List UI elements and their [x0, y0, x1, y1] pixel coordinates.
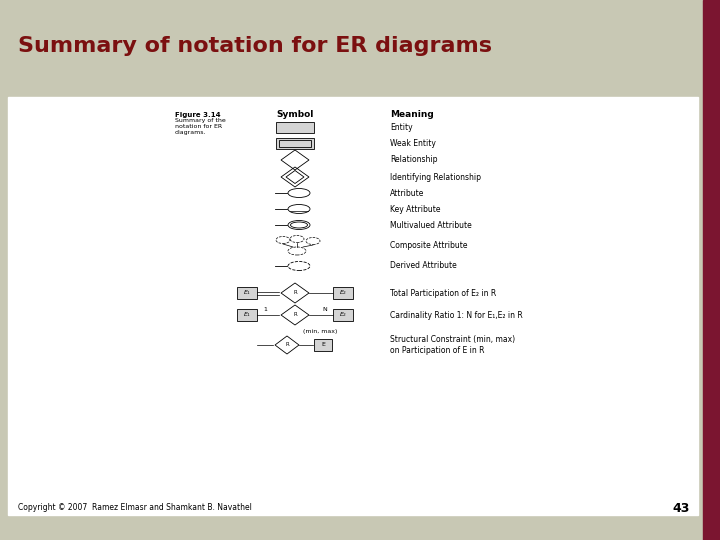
Text: (min, max): (min, max) [303, 329, 338, 334]
Text: $E_1$: $E_1$ [243, 288, 251, 298]
Text: Composite Attribute: Composite Attribute [390, 241, 467, 251]
Bar [276, 138, 314, 148]
Text: R: R [293, 313, 297, 318]
Text: Derived Attribute: Derived Attribute [390, 261, 456, 271]
Text: Copyright © 2007  Ramez Elmasr and Shamkant B. Navathel: Copyright © 2007 Ramez Elmasr and Shamka… [18, 503, 252, 512]
Bar [703, 0, 720, 540]
Bar [237, 287, 257, 299]
Text: N: N [323, 307, 328, 312]
Text: Weak Entity: Weak Entity [390, 138, 436, 147]
Text: 1: 1 [263, 307, 267, 312]
Bar [8, 97, 698, 515]
Text: Identifying Relationship: Identifying Relationship [390, 172, 481, 181]
Text: $E_2$: $E_2$ [339, 288, 347, 298]
Text: E: E [321, 342, 325, 348]
Text: Summary of notation for ER diagrams: Summary of notation for ER diagrams [18, 36, 492, 56]
Text: R: R [285, 342, 289, 348]
Text: Entity: Entity [390, 123, 413, 132]
Bar [0, 0, 703, 92]
Text: Symbol: Symbol [276, 110, 314, 119]
Bar [314, 339, 332, 351]
Bar [333, 309, 353, 321]
Text: Summary of the
notation for ER
diagrams.: Summary of the notation for ER diagrams. [175, 118, 226, 134]
Bar [333, 287, 353, 299]
Text: Attribute: Attribute [390, 188, 424, 198]
Bar [237, 309, 257, 321]
Text: Figure 3.14: Figure 3.14 [175, 112, 220, 118]
Text: $E_1$: $E_1$ [243, 310, 251, 320]
Text: Structural Constraint (min, max)
on Participation of E in R: Structural Constraint (min, max) on Part… [390, 335, 515, 355]
Bar [279, 139, 311, 146]
Text: Meaning: Meaning [390, 110, 433, 119]
Text: Total Participation of E₂ in R: Total Participation of E₂ in R [390, 288, 496, 298]
Text: Cardinality Ratio 1: N for E₁,E₂ in R: Cardinality Ratio 1: N for E₁,E₂ in R [390, 310, 523, 320]
Text: Relationship: Relationship [390, 156, 438, 165]
Text: Multivalued Attribute: Multivalued Attribute [390, 220, 472, 230]
Bar [276, 122, 314, 132]
Text: R: R [293, 291, 297, 295]
Text: Key Attribute: Key Attribute [390, 205, 441, 213]
Text: 43: 43 [672, 502, 690, 515]
Text: $E_2$: $E_2$ [339, 310, 347, 320]
